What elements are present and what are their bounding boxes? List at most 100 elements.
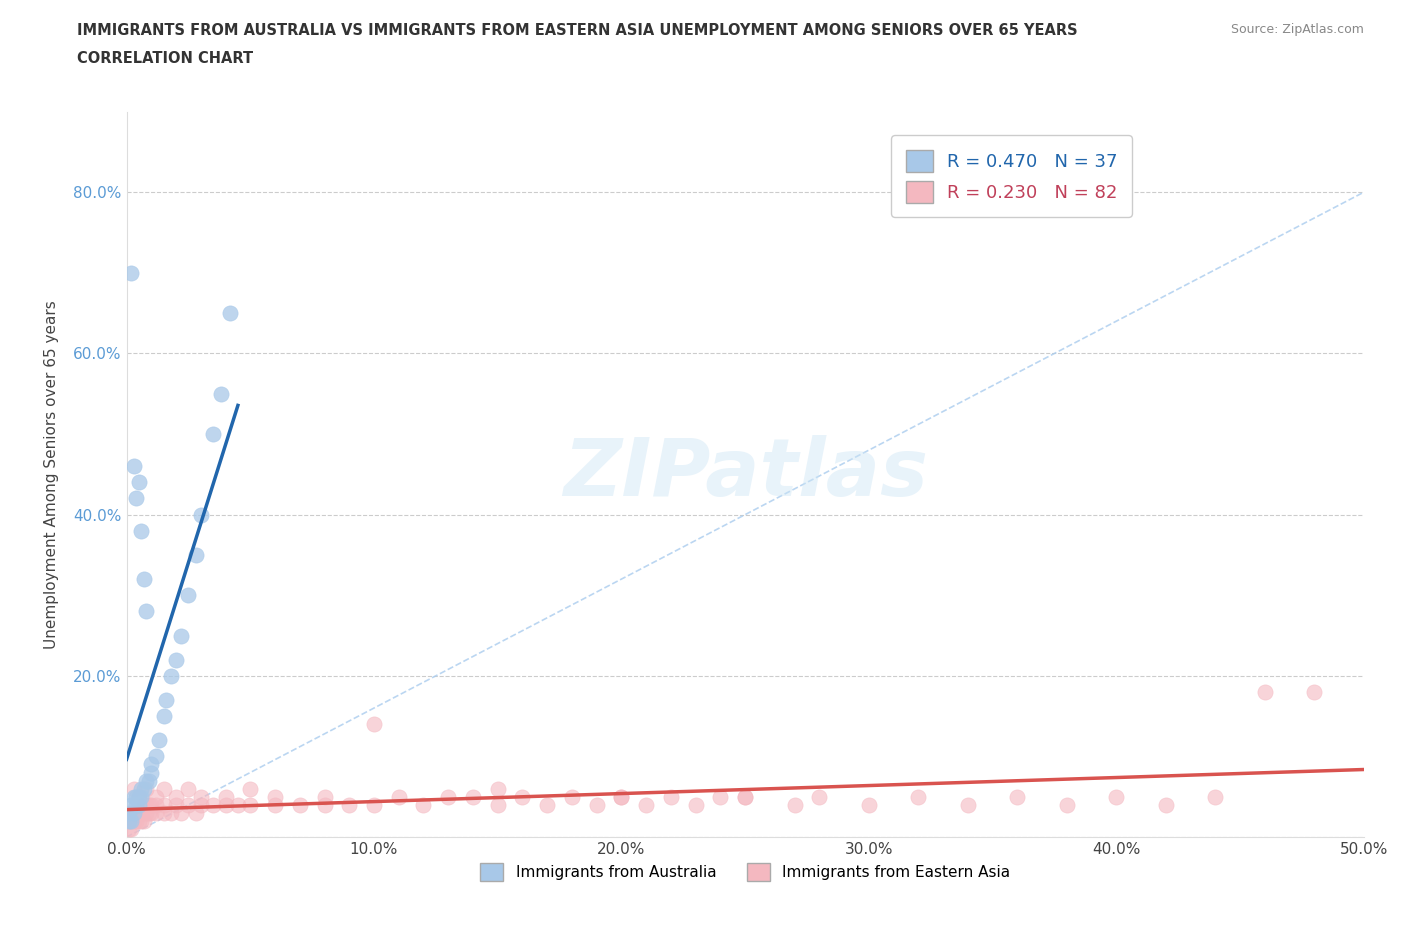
Point (685, 797, 707, 812)
Point (138, 797, 160, 812)
Point (190, 790, 212, 804)
Point (131, 790, 153, 804)
Point (239, 797, 262, 812)
Point (170, 805, 193, 820)
Point (131, 781, 153, 796)
Point (585, 797, 607, 812)
Point (363, 717, 385, 732)
Point (138, 805, 160, 820)
Point (858, 797, 880, 812)
Point (734, 790, 756, 804)
Point (1105, 790, 1128, 804)
Point (1254, 684, 1277, 699)
Point (219, 306, 242, 321)
Point (610, 790, 633, 804)
Point (264, 797, 287, 812)
Point (122, 458, 145, 473)
Point (1056, 797, 1078, 812)
Point (145, 790, 167, 804)
Point (145, 797, 167, 812)
Point (132, 572, 155, 587)
Point (190, 797, 212, 812)
Point (337, 797, 360, 812)
Point (388, 790, 411, 804)
Point (152, 709, 174, 724)
Point (512, 790, 534, 804)
Point (121, 265, 143, 280)
Point (145, 805, 167, 820)
Point (177, 797, 200, 812)
Point (486, 781, 509, 796)
Point (145, 749, 167, 764)
Point (209, 386, 232, 401)
Point (184, 805, 207, 820)
Point (128, 805, 150, 820)
Point (122, 805, 145, 820)
Point (128, 814, 150, 829)
Point (121, 797, 143, 812)
Point (177, 781, 200, 796)
Point (956, 797, 979, 812)
Point (363, 797, 385, 812)
Point (121, 814, 143, 829)
Point (138, 773, 160, 788)
Point (239, 781, 262, 796)
Point (412, 797, 434, 812)
Point (808, 790, 831, 804)
Point (659, 790, 682, 804)
Point (121, 821, 143, 836)
Point (135, 805, 157, 820)
Point (141, 765, 163, 780)
Point (190, 507, 212, 522)
Y-axis label: Unemployment Among Seniors over 65 years: Unemployment Among Seniors over 65 years (45, 300, 59, 649)
Point (160, 805, 183, 820)
Point (461, 790, 484, 804)
Point (264, 790, 287, 804)
Point (122, 781, 145, 796)
Point (125, 491, 148, 506)
Point (437, 790, 460, 804)
Point (202, 797, 225, 812)
Point (288, 797, 311, 812)
Point (125, 797, 148, 812)
Text: CORRELATION CHART: CORRELATION CHART (77, 51, 253, 66)
Point (125, 814, 148, 829)
Point (125, 790, 148, 804)
Point (214, 797, 236, 812)
Point (160, 669, 183, 684)
Point (118, 805, 141, 820)
Point (709, 790, 731, 804)
Point (177, 588, 200, 603)
Point (1154, 797, 1177, 812)
Point (152, 805, 174, 820)
Text: Source: ZipAtlas.com: Source: ZipAtlas.com (1230, 23, 1364, 36)
Text: ZIPatlas: ZIPatlas (562, 435, 928, 513)
Point (202, 427, 225, 442)
Point (131, 524, 153, 538)
Point (170, 628, 193, 643)
Point (184, 548, 207, 563)
Point (128, 797, 150, 812)
Point (118, 821, 141, 836)
Point (128, 790, 150, 804)
Point (131, 814, 153, 829)
Point (734, 790, 756, 804)
Point (165, 790, 187, 804)
Point (131, 805, 153, 820)
Point (118, 814, 141, 829)
Point (122, 790, 145, 804)
Point (536, 797, 558, 812)
Point (132, 781, 155, 796)
Point (1007, 790, 1029, 804)
Point (152, 797, 174, 812)
Point (132, 797, 155, 812)
Point (141, 757, 163, 772)
Point (141, 805, 163, 820)
Point (486, 797, 509, 812)
Point (314, 797, 336, 812)
Point (135, 773, 157, 788)
Point (636, 797, 658, 812)
Point (148, 733, 170, 748)
Legend: Immigrants from Australia, Immigrants from Eastern Asia: Immigrants from Australia, Immigrants fr… (474, 857, 1017, 887)
Point (165, 652, 187, 667)
